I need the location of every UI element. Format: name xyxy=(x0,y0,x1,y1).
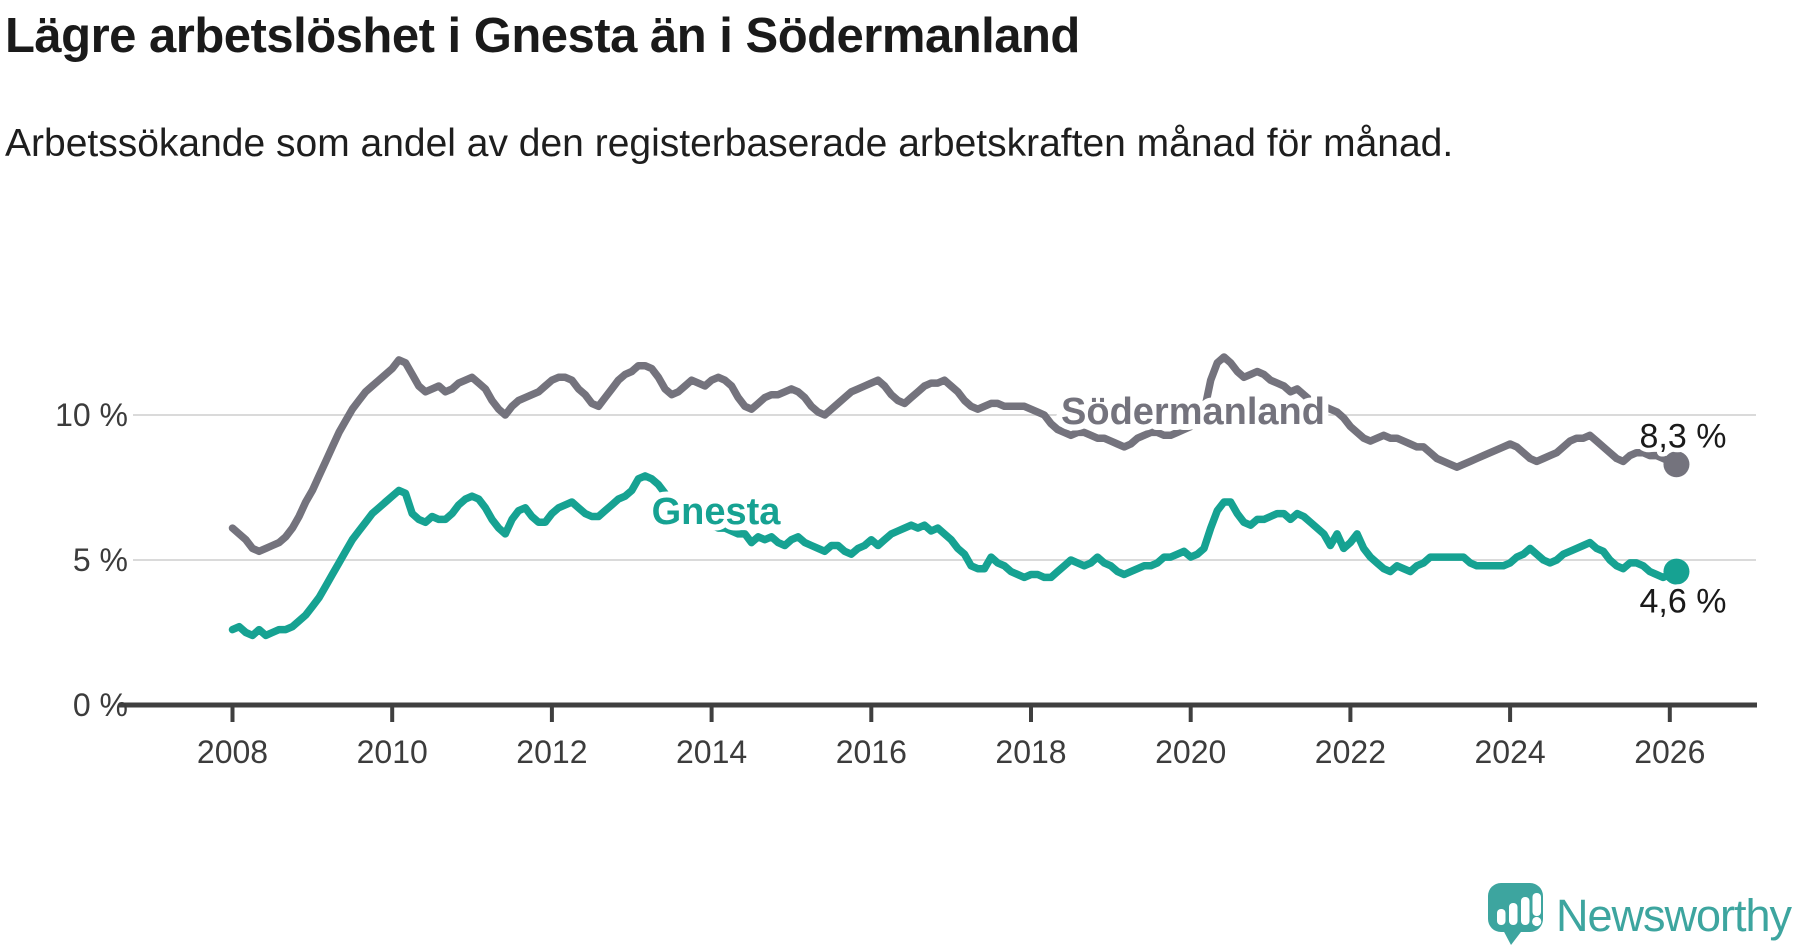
page-subtitle: Arbetssökande som andel av den registerb… xyxy=(5,122,1454,165)
newsworthy-wordmark: Newsworthy xyxy=(1556,890,1793,941)
x-axis-label: 2022 xyxy=(1315,734,1386,770)
page-title: Lägre arbetslöshet i Gnesta än i Söderma… xyxy=(5,9,1080,63)
end-value-label-gnesta: 4,6 % xyxy=(1640,583,1727,621)
series-line-gnesta xyxy=(228,472,1681,640)
newsworthy-logo: Newsworthy xyxy=(1488,883,1794,945)
x-axis-label: 2024 xyxy=(1475,734,1546,770)
end-value-label-södermanland: 8,3 % xyxy=(1640,417,1727,455)
y-axis-label: 5 % xyxy=(73,542,128,578)
y-axis-label: 10 % xyxy=(55,397,128,433)
x-axis-label: 2008 xyxy=(197,734,268,770)
series-end-dot-gnesta xyxy=(1663,558,1690,585)
x-axis-label: 2018 xyxy=(995,734,1066,770)
x-axis-label: 2014 xyxy=(676,734,747,770)
x-axis-label: 2016 xyxy=(836,734,907,770)
newsworthy-bubble-icon xyxy=(1488,883,1543,945)
x-axis-label: 2012 xyxy=(516,734,587,770)
series-label-gnesta: Gnesta xyxy=(652,491,782,533)
y-axis-label: 0 % xyxy=(73,687,128,723)
series-label-södermanland: Södermanland xyxy=(1061,391,1325,433)
x-axis-label: 2026 xyxy=(1634,734,1705,770)
series-line-södermanland xyxy=(228,353,1681,556)
series-end-dot-södermanland xyxy=(1663,451,1690,478)
x-axis-label: 2010 xyxy=(357,734,428,770)
x-axis-label: 2020 xyxy=(1155,734,1226,770)
